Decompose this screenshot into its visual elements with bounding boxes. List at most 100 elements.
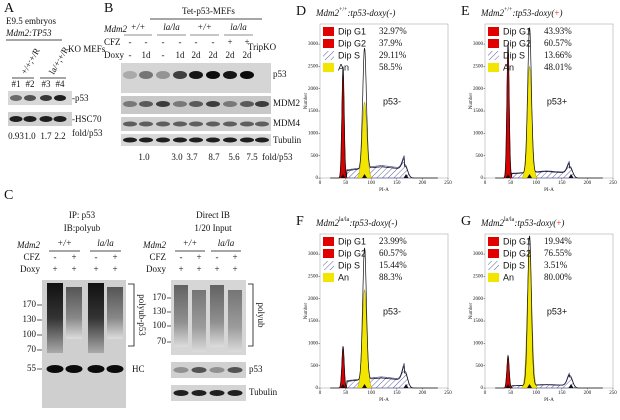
y-tick-label: 2000 [308, 297, 319, 302]
band [173, 390, 189, 396]
smear [228, 290, 242, 352]
fold-value: 1.0 [138, 152, 150, 162]
band [139, 137, 153, 143]
panel-title: Mdm2la/la:tp53-doxy(+) [480, 217, 564, 228]
doxy-sign: 2d [192, 50, 202, 60]
bracket [128, 283, 135, 347]
cfz-sign: - [216, 252, 219, 262]
legend-value: 80.00% [544, 272, 572, 282]
fold-value: 7.5 [246, 152, 258, 162]
x-tick-label: 200 [584, 181, 592, 186]
doxy-sign: 2d [226, 50, 236, 60]
x-tick-label: 0 [319, 181, 322, 186]
cfz-sign: - [195, 37, 198, 47]
band [139, 121, 153, 127]
peak-marker [340, 174, 346, 178]
legend-value: 60.57% [544, 38, 572, 48]
legend-label: Dip S [503, 50, 525, 60]
cfz-sign: + [71, 252, 76, 262]
fold-label: fold/p53 [262, 152, 293, 162]
synthesis-area [345, 362, 414, 389]
y-tick-label: 0 [481, 176, 484, 181]
legend-swatch [488, 273, 499, 282]
band [9, 116, 23, 122]
band [189, 71, 203, 79]
ib-label: IB:polyub [64, 223, 101, 233]
condition-close: ) [391, 8, 395, 18]
panel-title: Mdm2+/+:tp53-doxy(-) [315, 7, 395, 18]
genotype-sup: la/la [339, 217, 350, 223]
bracket [248, 283, 254, 347]
bracket-label: polyub [256, 302, 266, 328]
panel-title: Mdm2la/la:tp53-doxy(-) [315, 217, 397, 228]
genotype: Mdm2:TP53 [5, 28, 52, 38]
legend-swatch [488, 261, 499, 270]
legend-swatch [323, 27, 334, 36]
row-label: Doxy [104, 50, 124, 60]
band [173, 71, 187, 79]
condition: :tp53-doxy( [512, 8, 555, 18]
legend-label: Dip G1 [503, 26, 531, 36]
lane-label: #1 [12, 79, 21, 89]
doxy-sign: 1d [176, 50, 186, 60]
peak-marker [527, 174, 533, 178]
smear [210, 285, 224, 347]
doxy-sign: + [196, 264, 201, 274]
smear [174, 285, 188, 347]
band-label: p53 [273, 69, 287, 79]
condition-close: ) [393, 218, 397, 228]
band [156, 137, 170, 143]
band [173, 121, 187, 127]
y-tick-label: 500 [476, 154, 484, 159]
y-tick-label: 500 [476, 364, 484, 369]
fold-value: 2.2 [54, 131, 65, 141]
band-label: HC [132, 364, 145, 374]
g2-peak [521, 65, 538, 179]
band [189, 101, 203, 107]
y-tick-label: 3000 [308, 42, 319, 47]
band [123, 71, 137, 79]
band-label: Tubulin [249, 387, 278, 397]
y-tick-label: 3000 [473, 252, 484, 257]
legend-label: Dip G1 [503, 236, 531, 246]
lane-label: #3 [42, 79, 52, 89]
band [46, 365, 64, 373]
doxy-sign: - [162, 50, 165, 60]
doxy-sign: + [214, 264, 219, 274]
mw-marker: 55 [27, 363, 37, 373]
legend-value: 58.5% [379, 62, 403, 72]
mw-marker: 100 [153, 320, 167, 330]
legend-swatch [323, 63, 334, 72]
g1-peak [338, 70, 348, 179]
genotype: +/+ [131, 22, 146, 32]
fold-value: 1.7 [40, 131, 52, 141]
condition: :tp53-doxy( [349, 218, 392, 228]
legend-value: 29.11% [379, 50, 407, 60]
gene: Mdm2 [315, 8, 339, 18]
band [173, 137, 187, 143]
legend-swatch [323, 237, 334, 246]
band [223, 121, 237, 127]
y-tick-label: 0 [316, 176, 319, 181]
band [240, 121, 254, 127]
doxy-sign: 2d [209, 50, 219, 60]
y-tick-label: 1500 [473, 319, 484, 324]
peak-marker [527, 384, 533, 388]
band [65, 365, 83, 373]
legend-value: 23.99% [379, 236, 407, 246]
band [87, 365, 105, 373]
x-tick-label: 200 [584, 391, 592, 396]
legend-label: An [338, 62, 349, 72]
doxy-sign: 1d [142, 50, 152, 60]
band [209, 390, 225, 396]
lane-label: #2 [26, 79, 35, 89]
x-tick-label: 50 [508, 181, 514, 186]
fit-curve [495, 235, 603, 389]
condition-close: ) [559, 8, 563, 18]
g1-peak [338, 347, 348, 389]
legend-value: 3.51% [544, 260, 568, 270]
band [206, 101, 220, 107]
x-tick-label: 100 [367, 391, 375, 396]
legend-value: 88.3% [379, 272, 403, 282]
x-axis-label: PI-A [544, 188, 554, 193]
